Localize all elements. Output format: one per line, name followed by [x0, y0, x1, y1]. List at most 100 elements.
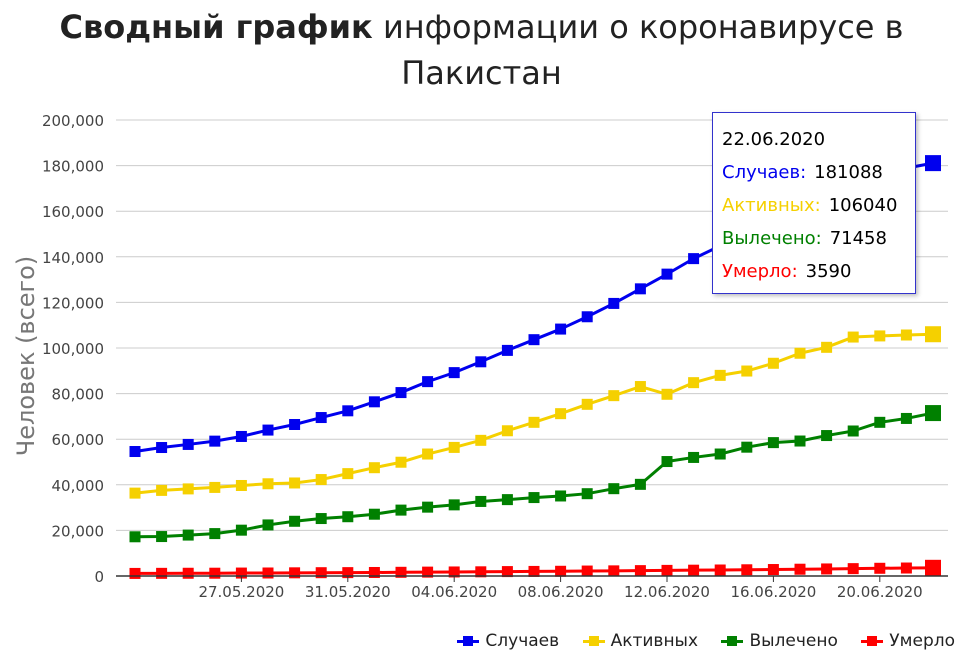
chart-title-bold: Сводный график — [59, 8, 373, 46]
data-point — [315, 474, 327, 486]
data-point — [475, 495, 487, 507]
data-point — [422, 501, 434, 513]
y-tick-label: 80,000 — [52, 386, 105, 404]
data-point — [528, 334, 540, 346]
legend-item-recovered[interactable]: Вылечено — [721, 628, 838, 654]
data-point — [368, 396, 380, 408]
data-point-highlight — [925, 559, 941, 576]
y-tick-label: 100,000 — [42, 340, 104, 358]
tooltip-cases-value: 181088 — [814, 162, 883, 183]
data-point — [608, 565, 620, 577]
y-tick-label: 200,000 — [42, 112, 104, 130]
data-point-highlight — [925, 326, 941, 343]
y-tick-label: 140,000 — [42, 249, 104, 267]
legend-label-recovered: Вылечено — [749, 631, 838, 651]
data-point — [581, 311, 593, 323]
tooltip-cases-label: Случаев: — [722, 162, 807, 183]
data-point — [688, 253, 700, 265]
data-point — [475, 566, 487, 578]
data-point — [581, 565, 593, 577]
data-point — [342, 405, 354, 417]
chart-legend: Случаев Активных Вылечено Умерло — [439, 628, 955, 654]
data-point — [129, 487, 141, 499]
legend-item-cases[interactable]: Случаев — [457, 628, 559, 654]
data-point — [262, 424, 274, 436]
data-point — [235, 479, 247, 491]
data-point — [821, 341, 833, 353]
data-point — [235, 430, 247, 442]
data-point — [634, 565, 646, 577]
data-point — [315, 412, 327, 424]
y-axis-title: Человек (всего) — [12, 256, 40, 456]
data-point — [555, 490, 567, 502]
tooltip-row-cases: Случаев: 181088 — [722, 156, 915, 189]
data-point — [156, 484, 168, 496]
data-point — [767, 564, 779, 576]
x-tick-label: 08.06.2020 — [518, 583, 604, 601]
data-point — [209, 435, 221, 447]
data-point — [661, 388, 673, 400]
data-point — [661, 268, 673, 280]
y-tick-label: 160,000 — [42, 203, 104, 221]
x-tick-label: 20.06.2020 — [837, 583, 923, 601]
legend-marker-active — [582, 635, 605, 647]
x-tick-label: 16.06.2020 — [730, 583, 816, 601]
data-point — [794, 435, 806, 447]
data-point — [714, 564, 726, 576]
data-point — [315, 513, 327, 525]
data-point — [741, 365, 753, 377]
data-point-highlight — [925, 405, 941, 422]
data-point — [501, 425, 513, 437]
data-point — [156, 531, 168, 543]
data-point — [129, 531, 141, 543]
legend-item-deaths[interactable]: Умерло — [861, 628, 955, 654]
data-point — [874, 416, 886, 428]
data-point — [342, 468, 354, 480]
data-point — [688, 377, 700, 389]
x-tick-label: 31.05.2020 — [305, 583, 391, 601]
data-point — [448, 566, 460, 578]
data-point — [501, 566, 513, 578]
data-point — [767, 437, 779, 449]
series-line-1 — [134, 332, 934, 495]
series-line-2 — [134, 411, 934, 539]
data-point — [129, 446, 141, 458]
tooltip-recovered-label: Вылечено: — [722, 228, 822, 249]
data-point — [235, 567, 247, 579]
data-point — [368, 508, 380, 520]
data-point — [847, 425, 859, 437]
y-tick-label: 0 — [94, 568, 104, 586]
data-point — [900, 329, 912, 341]
data-point — [395, 504, 407, 516]
tooltip-deaths-label: Умерло: — [722, 261, 798, 282]
data-point — [342, 567, 354, 579]
data-point — [661, 456, 673, 468]
legend-label-deaths: Умерло — [889, 631, 955, 651]
data-point — [767, 357, 779, 369]
tooltip-recovered-value: 71458 — [829, 228, 887, 249]
y-tick-label: 20,000 — [52, 522, 105, 540]
data-point — [794, 347, 806, 359]
legend-item-active[interactable]: Активных — [582, 628, 698, 654]
data-point — [608, 390, 620, 402]
tooltip-row-active: Активных: 106040 — [722, 189, 915, 222]
data-point — [262, 478, 274, 490]
x-tick-label: 12.06.2020 — [624, 583, 710, 601]
data-point — [847, 331, 859, 343]
data-point — [608, 483, 620, 495]
y-tick-label: 60,000 — [52, 431, 105, 449]
data-point — [129, 567, 141, 579]
data-point — [289, 567, 301, 579]
legend-marker-cases — [457, 635, 480, 647]
data-point — [501, 494, 513, 506]
data-point — [714, 448, 726, 460]
data-point — [448, 499, 460, 511]
data-point — [661, 564, 673, 576]
data-point — [395, 566, 407, 578]
chart-title: Сводный график информации о коронавирусе… — [0, 4, 963, 96]
data-point — [235, 524, 247, 536]
data-point — [714, 369, 726, 381]
data-point — [422, 376, 434, 388]
data-point — [688, 451, 700, 463]
